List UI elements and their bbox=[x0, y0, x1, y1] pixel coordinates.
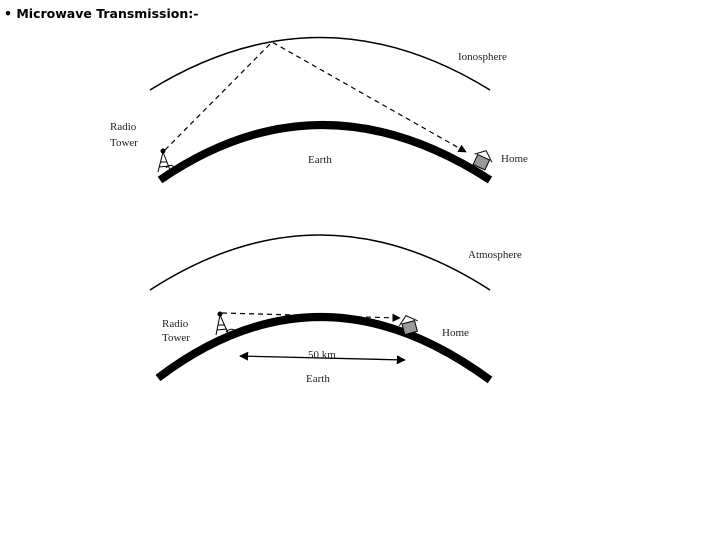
tower-label: Radio bbox=[162, 318, 189, 330]
ionosphere-arc bbox=[149, 36, 491, 91]
earth-arc bbox=[157, 121, 493, 184]
tower-label: Tower bbox=[162, 332, 190, 344]
sky-label: Atmosphere bbox=[468, 249, 522, 261]
earth-arc bbox=[155, 313, 493, 384]
earth-label: Earth bbox=[306, 373, 330, 385]
signal-path bbox=[221, 312, 401, 322]
atmosphere-arc bbox=[149, 234, 491, 291]
distance-label: 50 km bbox=[308, 349, 336, 361]
atmosphere-diagram: Atmosphere Radio Tower Home 50 km Earth bbox=[149, 234, 522, 385]
tower-label: Tower bbox=[110, 137, 138, 149]
tower-label: Radio bbox=[110, 121, 137, 133]
sky-label: Ionosphere bbox=[458, 51, 507, 63]
radio-tower bbox=[215, 311, 239, 336]
radio-tower bbox=[157, 148, 177, 173]
home bbox=[398, 315, 418, 336]
home-label: Home bbox=[442, 327, 469, 339]
home bbox=[472, 150, 493, 171]
earth-label: Earth bbox=[308, 154, 332, 166]
ionosphere-diagram: Ionosphere Radio Tower Earth Home bbox=[110, 36, 528, 184]
signal-path bbox=[164, 41, 467, 153]
slide-title: • Microwave Transmission:- bbox=[4, 6, 198, 21]
distance-arrow bbox=[239, 351, 406, 365]
home-label: Home bbox=[501, 153, 528, 165]
